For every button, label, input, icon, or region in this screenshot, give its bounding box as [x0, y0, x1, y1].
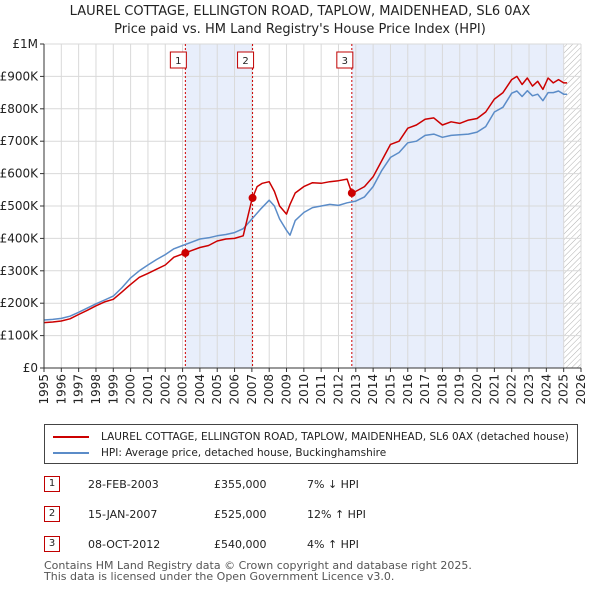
y-tick-label: £700K	[0, 134, 39, 148]
x-tick-label: 2001	[141, 374, 155, 405]
y-tick-label: £1M	[12, 37, 38, 51]
transaction-number: 2	[44, 506, 60, 522]
price-chart: 1 2 3 £0 £100K £200K £300K £400K £500K £600K £700…	[0, 37, 588, 405]
footer-copyright: Contains HM Land Registry data © Crown c…	[44, 559, 472, 572]
sale-point	[248, 193, 257, 202]
y-tick-label: £300K	[0, 264, 39, 278]
x-tick-label: 2010	[297, 374, 311, 405]
y-tick-label: £600K	[0, 167, 39, 181]
y-tick-label: £100K	[0, 329, 39, 343]
x-tick-label: 2002	[158, 374, 172, 405]
chart-title: LAUREL COTTAGE, ELLINGTON ROAD, TAPLOW, …	[69, 4, 531, 19]
x-tick-label: 2007	[245, 374, 259, 405]
transaction-hpi-diff: 4% ↑ HPI	[307, 538, 359, 551]
x-tick-label: 1998	[89, 374, 103, 405]
x-tick-label: 2016	[401, 374, 415, 405]
x-tick-label: 2014	[366, 374, 380, 405]
x-tick-label: 2005	[210, 374, 224, 405]
transaction-label-box	[336, 51, 354, 69]
table-row: 1 28-FEB-2003 £355,000 7% ↓ HPI	[44, 476, 584, 494]
x-tick-label: 2006	[228, 374, 242, 405]
legend-item-hpi: HPI: Average price, detached house, Buck…	[53, 446, 386, 460]
x-tick-label: 1999	[106, 374, 120, 405]
footer-licence: This data is licensed under the Open Gov…	[44, 570, 395, 583]
transaction-date: 28-FEB-2003	[88, 478, 159, 491]
x-tick-label: 2012	[331, 374, 345, 405]
x-tick-label: 2009	[280, 374, 294, 405]
transaction-date: 15-JAN-2007	[88, 508, 158, 521]
x-tick-label: 2003	[176, 374, 190, 405]
footer: Contains HM Land Registry data © Crown c…	[44, 560, 472, 582]
sale-point	[347, 189, 356, 198]
transaction-hpi-diff: 12% ↑ HPI	[307, 508, 366, 521]
transaction-label: 1	[175, 56, 181, 67]
transaction-label: 2	[242, 56, 248, 67]
x-tick-label: 2018	[435, 374, 449, 405]
x-tick-label: 2025	[557, 374, 571, 405]
x-tick-label: 2024	[539, 374, 553, 405]
table-row: 2 15-JAN-2007 £525,000 12% ↑ HPI	[44, 506, 584, 524]
transaction-hpi-diff: 7% ↓ HPI	[307, 478, 359, 491]
x-tick-label: 2026	[574, 374, 588, 405]
transaction-price: £540,000	[214, 538, 267, 551]
sale-point	[181, 248, 190, 257]
property-price-line	[43, 75, 568, 324]
transaction-number: 3	[44, 536, 60, 552]
legend-label-property: LAUREL COTTAGE, ELLINGTON ROAD, TAPLOW, …	[101, 431, 569, 443]
y-tick-label: £500K	[0, 199, 39, 213]
x-tick-label: 2023	[522, 374, 536, 405]
x-tick-label: 2004	[193, 374, 207, 405]
transaction-number: 1	[44, 476, 60, 492]
legend-swatch-property	[53, 436, 89, 438]
x-tick-label: 2019	[453, 374, 467, 405]
x-tick-label: 2013	[349, 374, 363, 405]
legend-swatch-hpi	[53, 452, 89, 454]
x-tick-label: 1996	[54, 374, 68, 405]
legend-item-property: LAUREL COTTAGE, ELLINGTON ROAD, TAPLOW, …	[53, 430, 569, 444]
transaction-date: 08-OCT-2012	[88, 538, 161, 551]
y-tick-label: £400K	[0, 231, 39, 245]
x-tick-label: 1995	[37, 374, 51, 405]
x-tick-label: 2008	[262, 374, 276, 405]
x-tick-label: 2017	[418, 374, 432, 405]
transaction-price: £355,000	[214, 478, 267, 491]
y-tick-label: £800K	[0, 102, 39, 116]
table-row: 3 08-OCT-2012 £540,000 4% ↑ HPI	[44, 536, 584, 554]
legend-label-hpi: HPI: Average price, detached house, Buck…	[101, 447, 387, 459]
y-tick-label: £0	[23, 361, 38, 375]
y-tick-label: £200K	[0, 296, 39, 310]
legend: LAUREL COTTAGE, ELLINGTON ROAD, TAPLOW, …	[44, 424, 578, 464]
x-tick-label: 2021	[487, 374, 501, 405]
y-tick-label: £900K	[0, 69, 39, 83]
x-tick-label: 2015	[383, 374, 397, 405]
transaction-label-box	[169, 51, 187, 69]
x-tick-label: 1997	[72, 374, 86, 405]
x-tick-label: 2020	[470, 374, 484, 405]
x-tick-label: 2000	[124, 374, 138, 405]
x-tick-label: 2011	[314, 374, 328, 405]
x-tick-label: 2022	[505, 374, 519, 405]
transaction-label-box	[237, 51, 255, 69]
transaction-label: 3	[342, 56, 348, 67]
transaction-price: £525,000	[214, 508, 267, 521]
hpi-line	[43, 89, 568, 321]
chart-subtitle: Price paid vs. HM Land Registry's House …	[114, 22, 486, 37]
